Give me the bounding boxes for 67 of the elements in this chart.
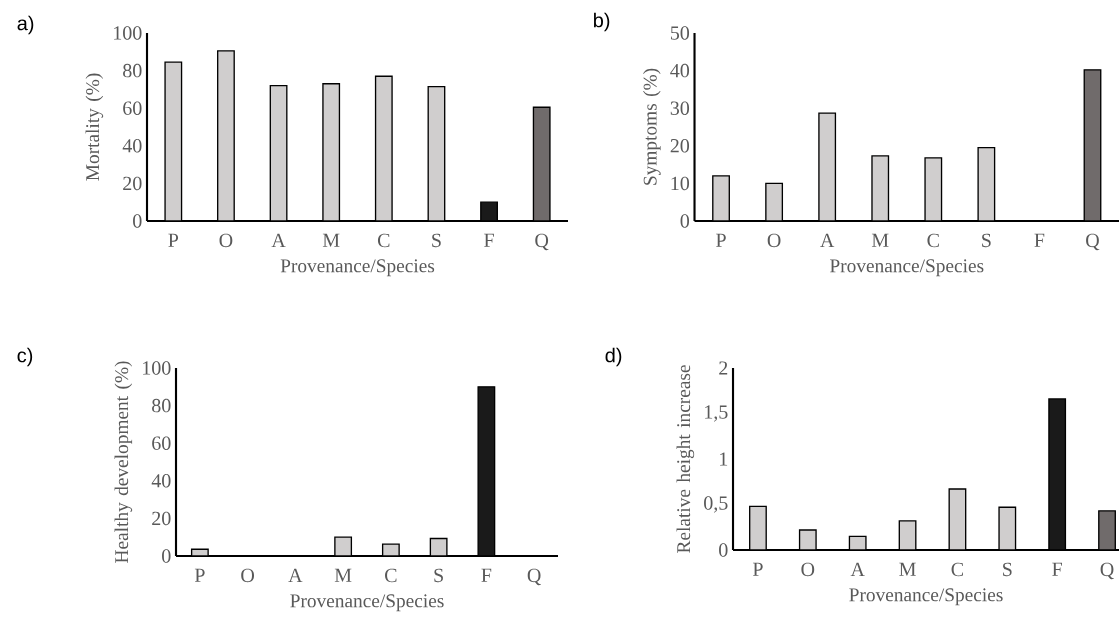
y-tick-label: 0,5 <box>704 496 728 513</box>
x-axis-title: Provenance/Species <box>280 259 435 277</box>
y-tick-label: 1 <box>720 452 728 466</box>
y-tick-label: 40 <box>670 63 690 78</box>
x-axis-title: Provenance/Species <box>290 594 444 612</box>
y-axis-title: Relative height increase <box>676 365 695 553</box>
x-tick-label: P <box>752 562 763 576</box>
x-tick-label: C <box>377 233 390 248</box>
x-tick-label: P <box>168 233 179 247</box>
x-tick-label: C <box>385 568 397 583</box>
y-tick-label: 20 <box>670 139 690 153</box>
x-tick-label: Q <box>535 233 549 251</box>
x-tick-label: A <box>271 233 286 247</box>
x-tick-label: M <box>871 233 889 247</box>
y-axis-title: Healthy development (%) <box>114 361 133 563</box>
x-tick-label: F <box>1034 233 1045 247</box>
x-tick-label: O <box>241 568 255 583</box>
x-tick-label: F <box>484 233 494 247</box>
chart-title: d) <box>605 347 622 367</box>
x-tick-label: O <box>219 233 233 248</box>
y-tick-label: 60 <box>152 436 171 450</box>
x-tick-label: A <box>288 568 303 582</box>
x-tick-label: P <box>716 233 726 247</box>
x-tick-label: Q <box>1086 233 1100 251</box>
y-tick-label: 1,5 <box>705 405 728 422</box>
x-tick-label: F <box>481 568 492 582</box>
y-tick-label: 20 <box>152 511 171 526</box>
y-tick-label: 80 <box>123 63 142 78</box>
x-axis-title: Provenance/Species <box>849 588 1003 606</box>
y-tick-label: 100 <box>114 26 142 40</box>
y-tick-label: 0 <box>680 214 690 228</box>
y-tick-label: 20 <box>123 176 142 191</box>
y-tick-label: 0 <box>133 214 142 228</box>
x-tick-label: S <box>432 233 441 248</box>
x-tick-label: P <box>194 568 205 582</box>
x-tick-label: M <box>322 233 340 247</box>
x-tick-label: S <box>982 233 991 248</box>
x-tick-label: F <box>1052 562 1062 576</box>
x-tick-label: S <box>1003 562 1012 577</box>
y-tick-label: 60 <box>123 101 142 115</box>
y-axis-title: Symptoms (%) <box>643 68 661 185</box>
x-tick-label: M <box>899 562 916 576</box>
y-tick-label: 40 <box>122 139 142 153</box>
x-tick-label: C <box>951 562 963 577</box>
chart-title: b) <box>594 12 610 32</box>
y-tick-label: 2 <box>719 361 728 375</box>
y-axis-title: Mortality (%) <box>85 73 104 181</box>
y-tick-label: 0 <box>162 549 171 563</box>
x-tick-label: O <box>767 233 781 248</box>
x-tick-label: M <box>334 568 352 582</box>
y-tick-label: 10 <box>671 176 690 191</box>
y-tick-label: 100 <box>143 361 171 375</box>
y-tick-label: 0 <box>719 543 728 557</box>
x-tick-label: Q <box>1100 562 1114 580</box>
x-tick-label: O <box>801 562 815 577</box>
x-tick-label: S <box>434 568 443 583</box>
x-axis-title: Provenance/Species <box>830 259 984 277</box>
x-tick-label: C <box>927 233 939 248</box>
y-tick-label: 30 <box>670 101 690 115</box>
y-tick-label: 80 <box>152 398 171 413</box>
x-tick-label: A <box>850 562 865 576</box>
y-tick-label: 50 <box>670 26 690 40</box>
x-tick-label: A <box>820 233 835 247</box>
chart-title: a) <box>17 15 34 35</box>
x-tick-label: Q <box>527 568 541 586</box>
chart-title: c) <box>17 347 33 367</box>
y-tick-label: 40 <box>151 474 171 488</box>
